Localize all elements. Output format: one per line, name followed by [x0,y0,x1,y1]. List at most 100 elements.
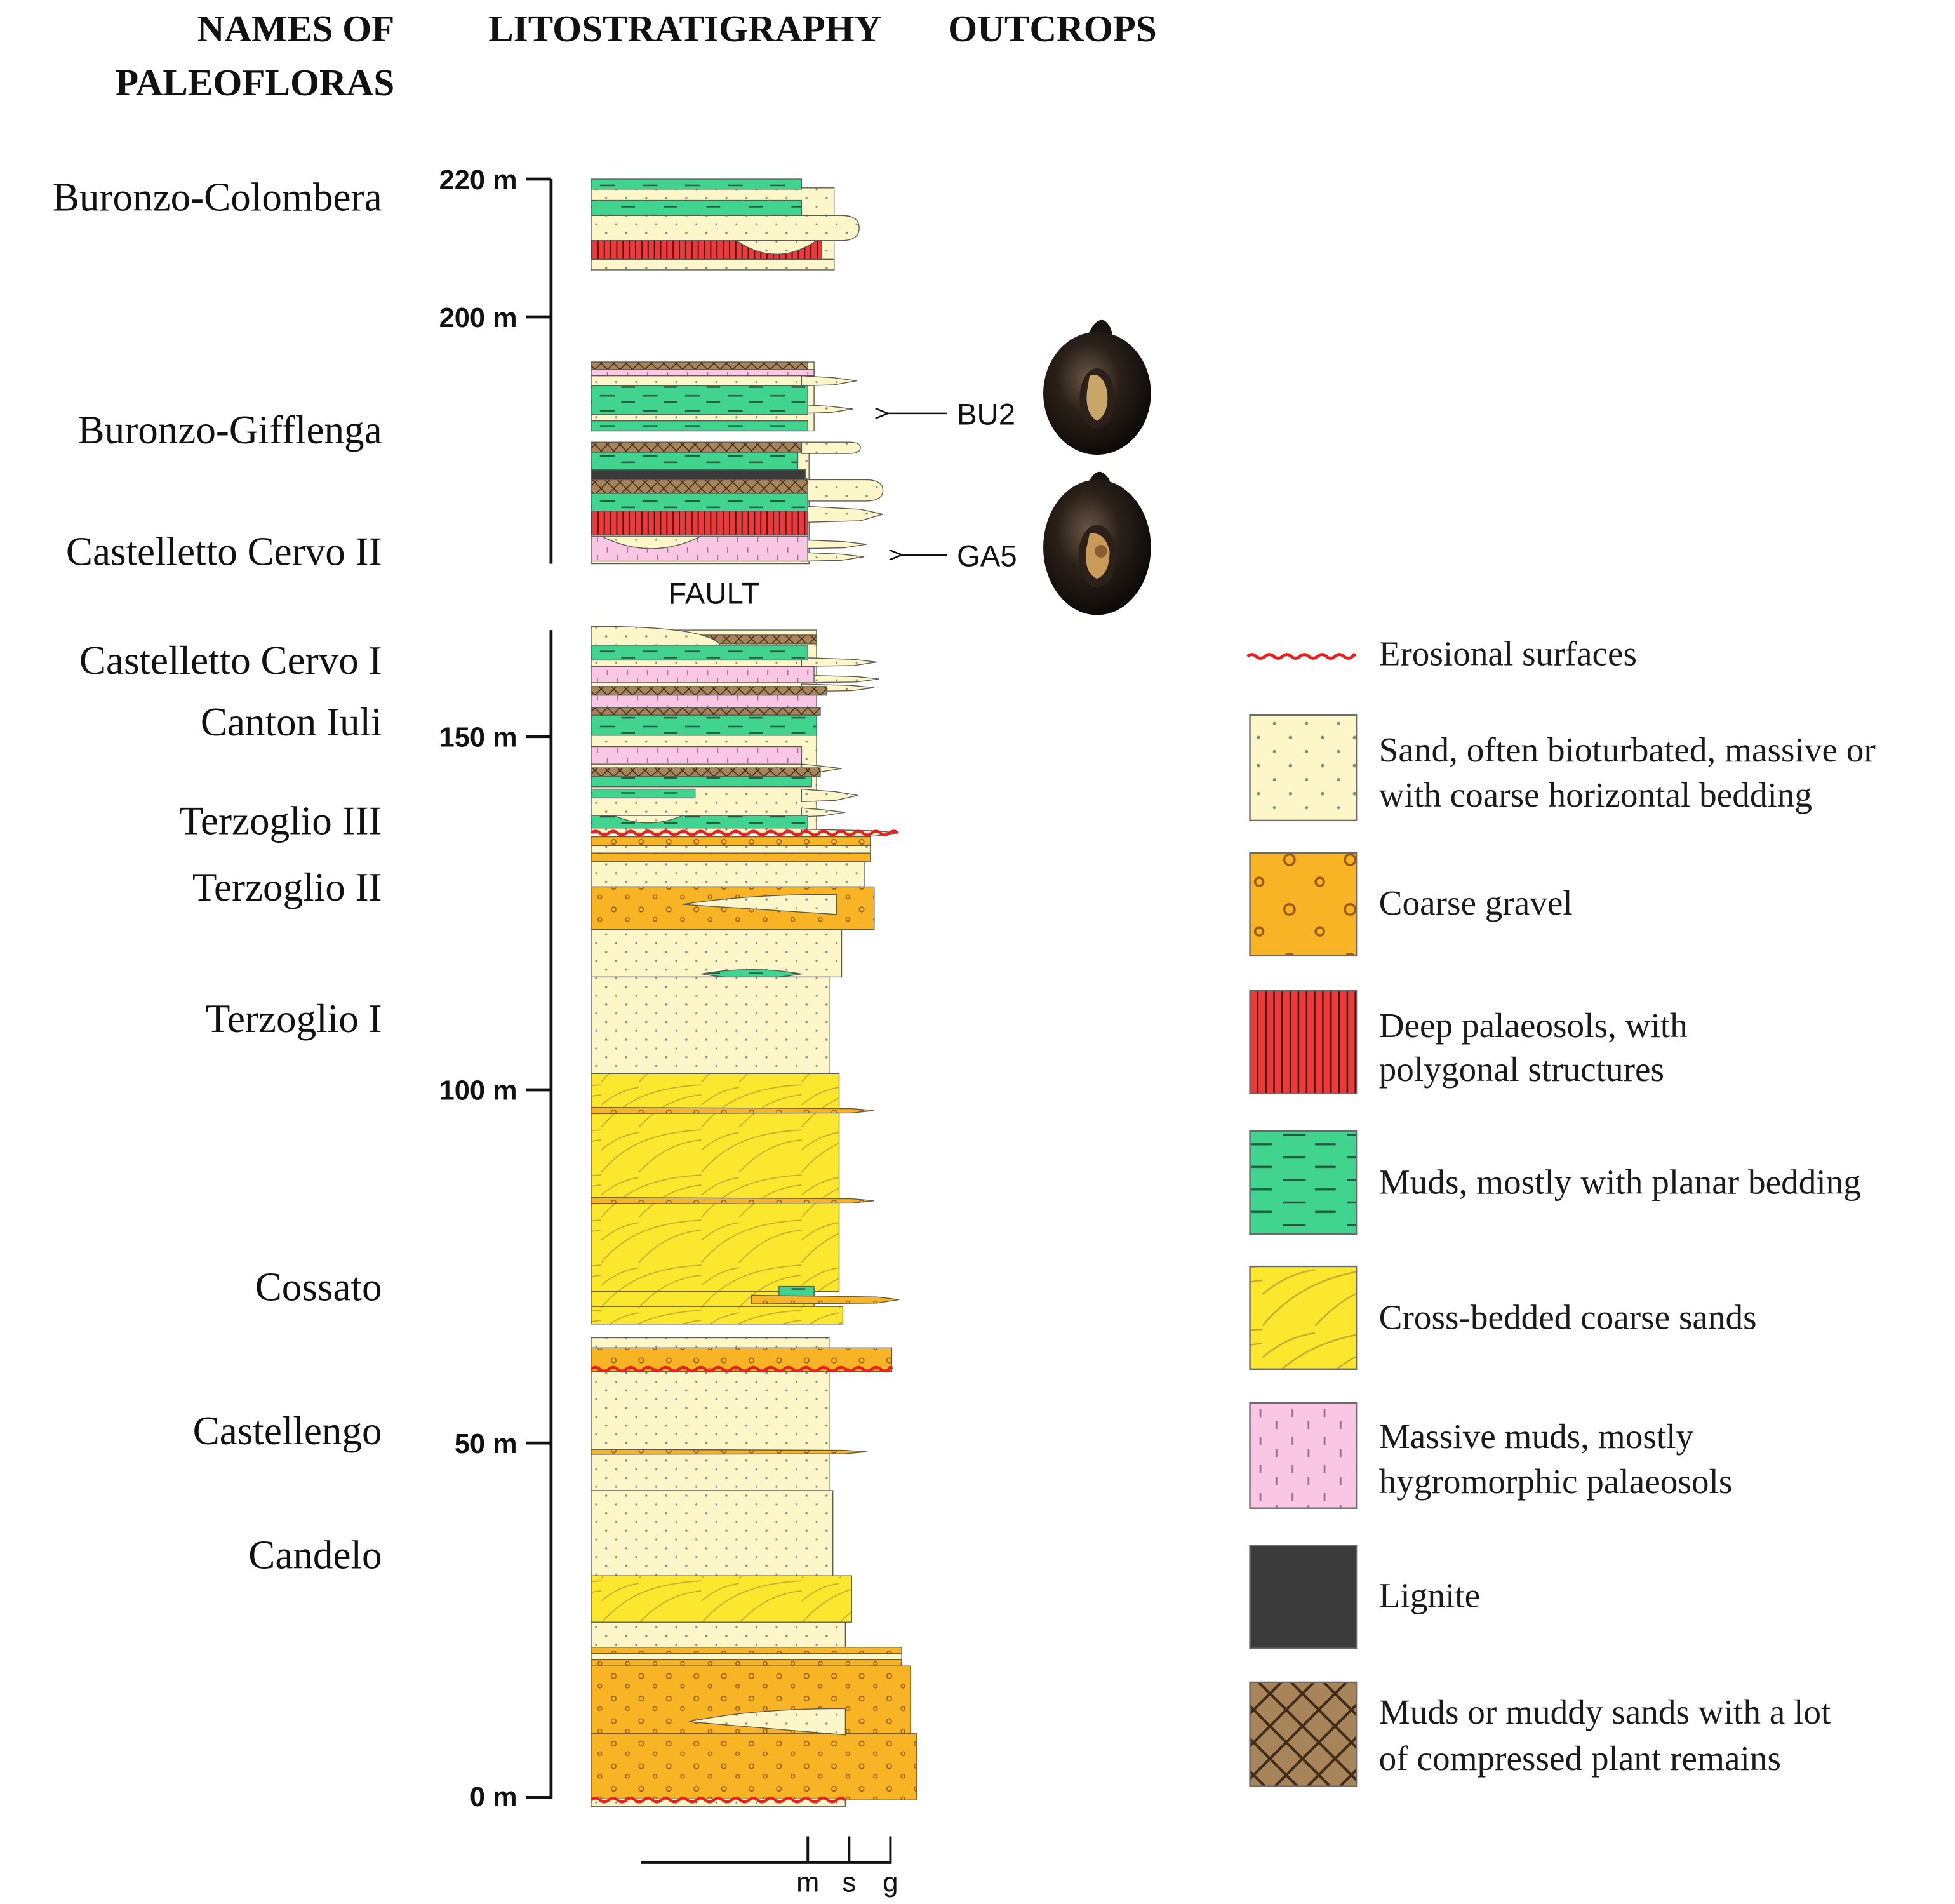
axis-tick-label: 100 m [439,1076,517,1106]
legend-label: Muds or muddy sands with a lot [1379,1693,1831,1731]
layer-sand [591,215,860,241]
layer-sand [591,626,721,646]
legend-swatch-plant-mud [1249,1681,1358,1787]
layer-cross-bedded-sand [591,1306,844,1325]
erosional-surface-line [590,1797,846,1804]
layer-sand [591,861,865,888]
layer-plant-remains-mud [591,707,821,716]
header-outcrops: OUTCROPS [948,8,1157,50]
legend-label: hygromorphic palaeosols [1379,1462,1733,1501]
legend-item-plant-remains-muds: Muds or muddy sands with a lot of compre… [1249,1681,1831,1787]
axis-tick-label: 220 m [439,165,517,196]
layer-sand [801,441,861,454]
header-names-line1: NAMES OF [197,8,395,50]
layer-sand [591,1621,846,1648]
grain-scale-label-mud: m [796,1867,819,1898]
header-names-of-paleofloras: NAMES OF PALEOFLORAS [116,8,394,104]
paleoflora-name: Buronzo-Colombera [53,175,382,219]
legend-label: Deep palaeosols, with [1379,1006,1688,1045]
layer-sand [682,894,837,915]
layer-coarse-gravel [591,1347,893,1372]
layer-massive-mud [591,369,815,377]
layer-coarse-gravel [591,1197,874,1205]
layer-coarse-gravel [591,1733,917,1800]
axis-tick-label: 150 m [439,723,517,753]
legend-item-massive-muds: Massive muds, mostly hygromorphic palaeo… [1249,1402,1733,1509]
layer-sand [591,1371,830,1491]
layer-coarse-gravel [591,1106,874,1115]
layer-cross-bedded-sand [591,1073,840,1292]
legend-item-coarse-gravel: Coarse gravel [1249,852,1573,957]
legend-swatch-cross-bedded [1249,1265,1358,1370]
paleoflora-name: Castelletto Cervo II [66,530,382,574]
layer-sand [801,657,877,667]
depth-axis: 220 m 200 m 150 m 100 m 50 m 0 m [439,165,553,1813]
grain-scale-label-gravel: g [883,1867,898,1898]
paleoflora-name: Castelletto Cervo I [79,638,382,683]
legend-swatch-palaeosol [1249,989,1358,1095]
legend-label: Massive muds, mostly [1379,1417,1694,1456]
layer-plant-remains-mud [591,767,821,777]
layer-sand [591,845,871,854]
layer-coarse-gravel [591,852,871,862]
layer-massive-mud [591,694,817,709]
layer-mud [778,1285,815,1297]
legend-label: polygonal structures [1379,1050,1664,1089]
layer-plant-remains-mud [591,441,803,453]
grain-size-scale: m s g [641,1836,898,1898]
layer-sand [591,929,843,978]
legend-label: Coarse gravel [1379,883,1573,922]
legend-label: Sand, often bioturbated, massive or [1379,730,1876,769]
legend-swatch-massive-mud [1249,1402,1358,1509]
paleoflora-name: Terzoglio II [192,865,382,909]
outcrop-ga5: GA5 [900,471,1151,615]
layer-sand [591,1490,834,1576]
legend-item-cross-bedded-sands: Cross-bedded coarse sands [1249,1265,1757,1370]
layer-sand [591,258,835,270]
layer-mud [591,493,808,512]
layer-sand [601,535,702,549]
layer-plant-remains-mud [591,686,827,696]
paleoflora-name: Cossato [255,1264,382,1309]
legend-label: Lignite [1379,1576,1480,1615]
legend-swatch-lignite [1249,1545,1358,1649]
layer-mud [591,178,803,190]
paleoflora-name: Terzoglio I [206,996,382,1041]
fault-label: FAULT [668,577,759,611]
layer-coarse-gravel [591,1646,902,1654]
legend-item-deep-palaeosols: Deep palaeosols, with polygonal structur… [1249,989,1688,1095]
legend-label: of compressed plant remains [1379,1739,1781,1778]
layer-mud [591,776,812,788]
outcrop-label: GA5 [957,540,1017,573]
layer-sand [801,788,858,803]
legend-item-lignite: Lignite [1249,1545,1480,1649]
layer-sand [735,240,818,255]
layer-sand [801,404,853,414]
seed-photo-bu2 [1043,319,1151,455]
layer-plant-remains-mud [591,479,808,494]
layer-mud [591,788,696,799]
layer-sand [801,539,867,549]
layer-sand [801,506,883,523]
layer-sand [688,1708,846,1736]
layer-mud [591,420,808,432]
axis-tick-label: 0 m [470,1782,517,1813]
layer-cross-bedded-sand [591,1575,852,1623]
legend-swatch-sand [1249,714,1358,822]
legend-erosion-line [1246,653,1357,660]
layer-lignite [591,469,806,481]
layer-plant-remains-mud [591,361,808,370]
paleoflora-name: Canton Iuli [201,700,382,744]
legend: Erosional surfaces Sand, often bioturbat… [1246,634,1876,1787]
layer-sand [591,976,830,1075]
legend-label: Cross-bedded coarse sands [1379,1298,1757,1337]
paleoflora-name: Terzoglio III [179,799,382,843]
erosional-surface-line [590,1365,893,1372]
layer-sand [613,815,683,824]
layer-mud [591,714,817,736]
layer-massive-mud [591,746,803,765]
seed-photo-ga5 [1043,471,1151,615]
layer-sand [591,1798,846,1807]
header-names-line2: PALEOFLORAS [116,62,394,104]
layer-mud [591,199,803,216]
